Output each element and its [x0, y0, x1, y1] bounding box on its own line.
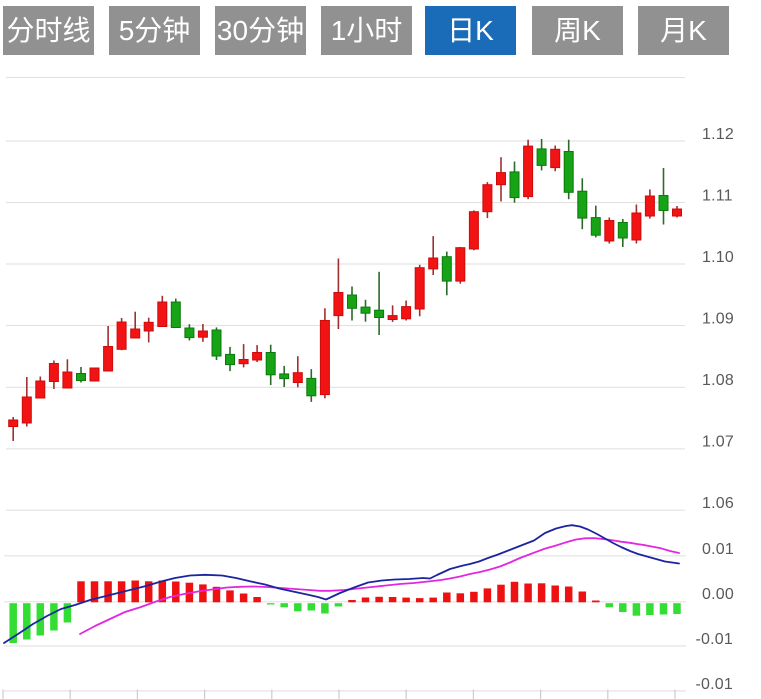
svg-text:0.01: 0.01 — [702, 541, 734, 558]
svg-text:-0.01: -0.01 — [696, 631, 733, 648]
svg-text:1.11: 1.11 — [702, 188, 733, 205]
svg-text:-0.01: -0.01 — [696, 676, 733, 693]
svg-text:1.07: 1.07 — [702, 434, 734, 451]
svg-text:1.09: 1.09 — [702, 311, 734, 328]
svg-text:1.12: 1.12 — [702, 126, 734, 143]
svg-text:0.00: 0.00 — [702, 586, 734, 603]
svg-text:1.10: 1.10 — [702, 249, 734, 266]
svg-text:1.08: 1.08 — [702, 372, 734, 389]
svg-text:1.06: 1.06 — [702, 495, 734, 512]
